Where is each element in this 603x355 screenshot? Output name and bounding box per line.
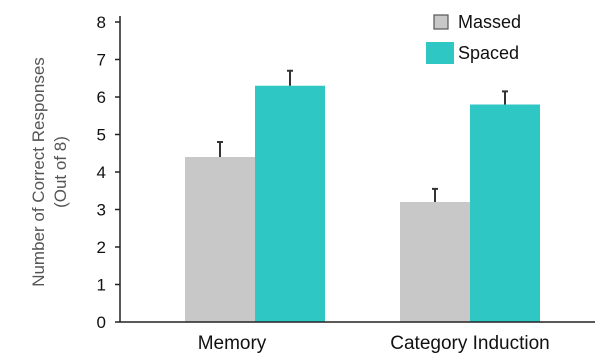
category-labels: Memory Category Induction bbox=[198, 333, 550, 354]
axes bbox=[119, 16, 595, 323]
y-tick-label: 2 bbox=[97, 238, 106, 257]
bar-massed-category-induction bbox=[400, 202, 470, 322]
y-tick-label: 3 bbox=[97, 201, 106, 220]
x-category-label: Category Induction bbox=[390, 333, 550, 354]
y-axis-label-line1: Number of Correct Responses bbox=[29, 57, 48, 287]
y-tick-label: 7 bbox=[97, 51, 106, 70]
legend-label-massed: Massed bbox=[458, 12, 521, 32]
bar-spaced-category-induction bbox=[470, 104, 540, 322]
bar-massed-memory bbox=[185, 157, 255, 322]
y-tick-label: 1 bbox=[97, 276, 106, 295]
y-axis-label: Number of Correct Responses (Out of 8) bbox=[29, 57, 70, 287]
y-tick-label: 6 bbox=[97, 88, 106, 107]
y-ticks: 0 1 2 3 4 5 6 7 8 bbox=[97, 13, 120, 332]
legend: Massed Spaced bbox=[426, 12, 521, 64]
legend-swatch-spaced bbox=[426, 42, 454, 64]
bar-spaced-memory bbox=[255, 85, 325, 322]
y-tick-label: 8 bbox=[97, 13, 106, 32]
legend-label-spaced: Spaced bbox=[458, 43, 519, 63]
legend-swatch-massed bbox=[433, 14, 449, 30]
y-tick-label: 0 bbox=[97, 313, 106, 332]
bars bbox=[185, 85, 540, 322]
y-tick-label: 5 bbox=[97, 126, 106, 145]
x-category-label: Memory bbox=[198, 333, 267, 354]
error-bars bbox=[217, 69, 508, 202]
y-tick-label: 4 bbox=[97, 163, 106, 182]
y-axis-label-line2: (Out of 8) bbox=[51, 136, 70, 208]
